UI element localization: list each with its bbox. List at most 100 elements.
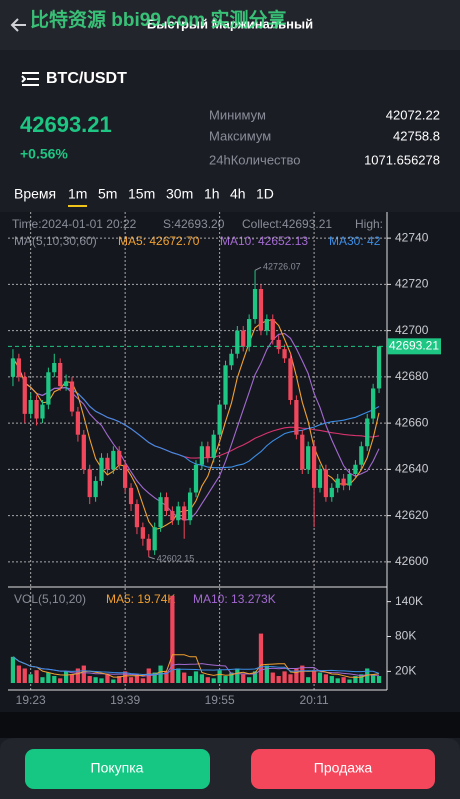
volume-bar	[365, 668, 370, 683]
volume-bar	[28, 674, 33, 683]
volume-bar	[282, 671, 287, 683]
candle-body	[28, 400, 33, 414]
high-annotation: 42726.07	[263, 262, 301, 272]
volume-bar	[69, 674, 75, 683]
candle-body	[63, 381, 69, 387]
candle-body	[247, 319, 252, 347]
candle-body	[123, 464, 128, 488]
volume-bar	[128, 677, 134, 683]
volume-bar	[117, 676, 122, 683]
timeframe-tab[interactable]: 5m	[98, 186, 117, 202]
candle-body	[46, 372, 51, 405]
stat-label: Минимум	[209, 107, 266, 122]
candle-body	[205, 446, 210, 458]
candle-body	[69, 381, 75, 412]
candle-body	[34, 400, 39, 419]
buy-label[interactable]: Покупка	[91, 760, 144, 776]
volume-tick-label: 140K	[395, 594, 423, 608]
volume-tick-label: 20K	[395, 664, 416, 678]
stat-value: 1071.656278	[364, 152, 440, 167]
volume-bar	[347, 679, 352, 683]
candle-body	[81, 434, 86, 470]
volume-bar	[252, 671, 258, 683]
timeframe-tab[interactable]: Время	[14, 186, 56, 202]
volume-bar	[87, 676, 92, 683]
stat-value: 42758.8	[393, 128, 440, 143]
volume-bar	[211, 678, 216, 683]
volume-bar	[193, 671, 199, 683]
candle-body	[341, 478, 346, 486]
stat-value: 42072.22	[386, 107, 440, 122]
volume-bar	[241, 674, 246, 683]
volume-bar	[75, 668, 81, 683]
volume-bar	[16, 665, 21, 683]
candle-body	[317, 469, 323, 488]
x-tick-label: 19:39	[110, 693, 140, 707]
volume-bar	[276, 676, 281, 683]
volume-bar	[341, 677, 346, 683]
candle-body	[229, 353, 234, 366]
volume-bar	[205, 677, 210, 683]
timeframe-tab[interactable]: 1D	[256, 186, 274, 202]
volume-ma-line	[12, 656, 380, 676]
low-pointer	[148, 556, 155, 560]
candle-body	[300, 434, 305, 470]
timeframe-tab[interactable]: 1m	[68, 186, 87, 202]
last-price-tag	[387, 338, 441, 355]
candle-body	[134, 504, 140, 528]
back-button[interactable]	[10, 18, 26, 32]
volume-bar	[10, 656, 16, 683]
volume-bar	[22, 668, 27, 683]
candle-body	[58, 363, 63, 387]
volume-bar	[288, 674, 293, 683]
volume-bar	[40, 677, 45, 683]
volume-ma-line	[12, 656, 380, 677]
sell-button[interactable]	[251, 749, 435, 789]
candle-body	[99, 457, 104, 481]
candle-body	[146, 538, 151, 551]
volume-bar	[81, 665, 86, 683]
volume-bar	[270, 672, 275, 683]
timeframe-tab[interactable]: 30m	[166, 186, 193, 202]
timeframe-tab[interactable]: 4h	[230, 186, 246, 202]
volume-bar	[376, 676, 382, 683]
candle-body	[294, 400, 299, 435]
buy-button[interactable]	[25, 749, 210, 789]
volume-bar	[329, 676, 334, 683]
pair-icon	[21, 72, 39, 86]
x-tick-label: 20:11	[300, 693, 329, 707]
volume-bar	[306, 677, 311, 683]
candle-body	[282, 349, 287, 359]
candle-body	[270, 319, 275, 340]
volume-bar	[58, 678, 63, 683]
sell-label[interactable]: Продажа	[314, 760, 373, 776]
candle-body	[376, 346, 382, 389]
page-title: Быстрый Маржинальный	[147, 16, 313, 31]
candle-body	[87, 469, 92, 498]
volume-bar	[99, 678, 104, 683]
timeframe-tab[interactable]: 15m	[128, 186, 155, 202]
candle-body	[223, 365, 228, 405]
volume-bar	[223, 676, 228, 683]
volume-legend: VOL(5,10,20)	[14, 592, 86, 606]
candle-body	[199, 446, 205, 465]
candle-body	[365, 418, 370, 447]
volume-bar	[235, 668, 240, 683]
volume-bar	[176, 668, 181, 683]
volume-bar	[247, 677, 252, 683]
candle-body	[371, 388, 376, 419]
volume-bar	[63, 671, 69, 683]
timeframe-tab[interactable]: 1h	[204, 186, 220, 202]
candle-body	[117, 450, 122, 465]
candle-body	[193, 464, 199, 493]
volume-legend: MA10: 13.273K	[193, 592, 276, 606]
candle-body	[359, 446, 364, 465]
volume-legend: MA5: 19.74K	[106, 592, 175, 606]
volume-bar	[52, 676, 57, 683]
chart-panel	[0, 212, 460, 712]
volume-bar	[111, 679, 116, 683]
candle-body	[158, 497, 163, 528]
candle-body	[306, 446, 311, 470]
candle-body	[111, 450, 116, 470]
